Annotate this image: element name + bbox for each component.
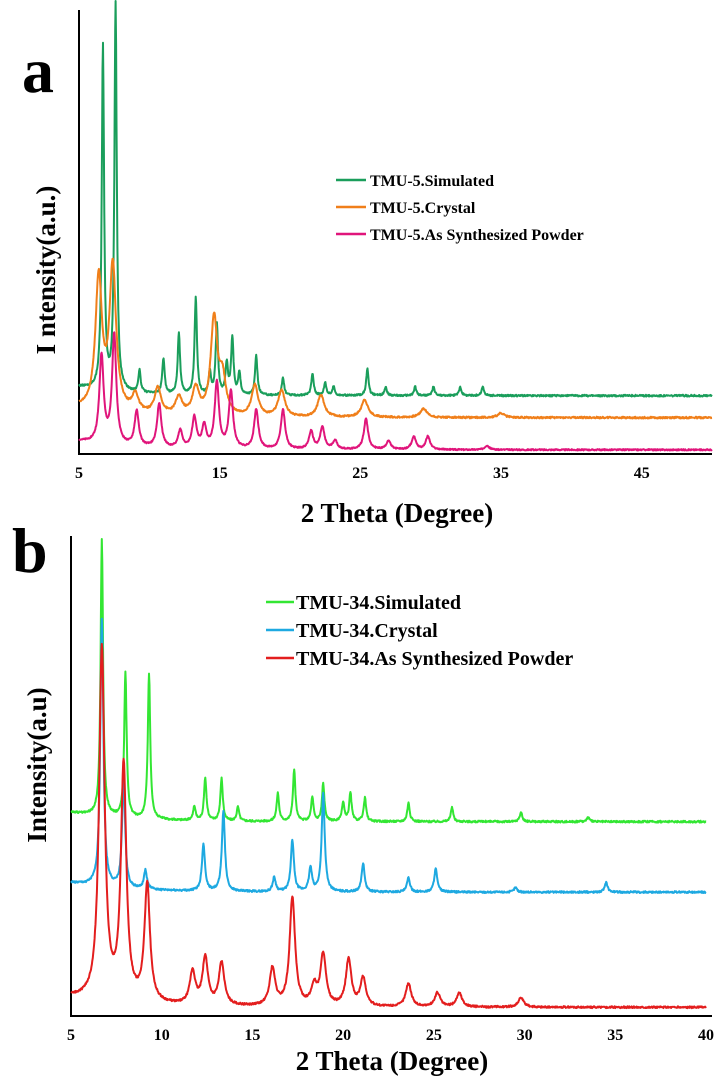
- legend-label-tmu5-powder: TMU-5.As Synthesized Powder: [370, 227, 584, 244]
- series-line-tmu5-simulated: [78, 0, 713, 398]
- x-tick-label: 35: [493, 465, 509, 482]
- series-line-tmu5-crystal: [78, 257, 713, 420]
- series-line-tmu34-crystal: [70, 617, 707, 894]
- x-tick-label: 5: [75, 465, 83, 482]
- x-tick-label: 10: [154, 1027, 170, 1044]
- panel-b-letter: b: [12, 515, 48, 586]
- x-tick-label: 15: [244, 1027, 260, 1044]
- legend-label-tmu34-crystal: TMU-34.Crystal: [296, 620, 438, 642]
- panel-a-x-ticks: 5 15 25 35 45: [75, 465, 650, 482]
- legend-label-tmu5-simulated: TMU-5.Simulated: [370, 173, 494, 190]
- series-line-tmu34-simulated: [70, 538, 707, 824]
- x-tick-label: 30: [517, 1027, 533, 1044]
- panel-a-series-group: [78, 0, 713, 452]
- panel-a-ylabel: I ntensity(a.u.): [31, 186, 61, 355]
- panel-a-letter: a: [22, 35, 54, 106]
- legend-label-tmu34-powder: TMU-34.As Synthesized Powder: [296, 648, 573, 670]
- panel-b-xlabel: 2 Theta (Degree): [296, 1046, 488, 1076]
- legend-label-tmu34-simulated: TMU-34.Simulated: [296, 592, 461, 614]
- x-tick-label: 15: [212, 465, 228, 482]
- series-line-tmu34-powder: [70, 642, 707, 1010]
- legend-label-tmu5-crystal: TMU-5.Crystal: [370, 200, 476, 217]
- x-tick-label: 25: [352, 465, 368, 482]
- panel-a-legend: TMU-5.Simulated TMU-5.Crystal TMU-5.As S…: [336, 173, 584, 244]
- panel-a: a I ntensity(a.u.) 5 15 25 35 45 2 Theta (De…: [22, 0, 713, 528]
- panel-b: b Intensity(a.u) 5 10 15 20 25 30 35 40 2 Theta…: [12, 515, 714, 1076]
- panel-b-legend: TMU-34.Simulated TMU-34.Crystal TMU-34.A…: [266, 592, 573, 670]
- panel-b-ylabel: Intensity(a.u): [22, 687, 52, 842]
- x-tick-label: 5: [67, 1027, 75, 1044]
- panel-b-x-ticks: 5 10 15 20 25 30 35 40: [67, 1027, 714, 1044]
- panel-b-series-group: [70, 538, 707, 1010]
- x-tick-label: 40: [698, 1027, 714, 1044]
- x-tick-label: 20: [335, 1027, 351, 1044]
- panel-a-xlabel: 2 Theta (Degree): [301, 498, 493, 528]
- x-tick-label: 25: [426, 1027, 442, 1044]
- x-tick-label: 45: [634, 465, 650, 482]
- x-tick-label: 35: [607, 1027, 623, 1044]
- series-line-tmu5-powder: [78, 331, 713, 452]
